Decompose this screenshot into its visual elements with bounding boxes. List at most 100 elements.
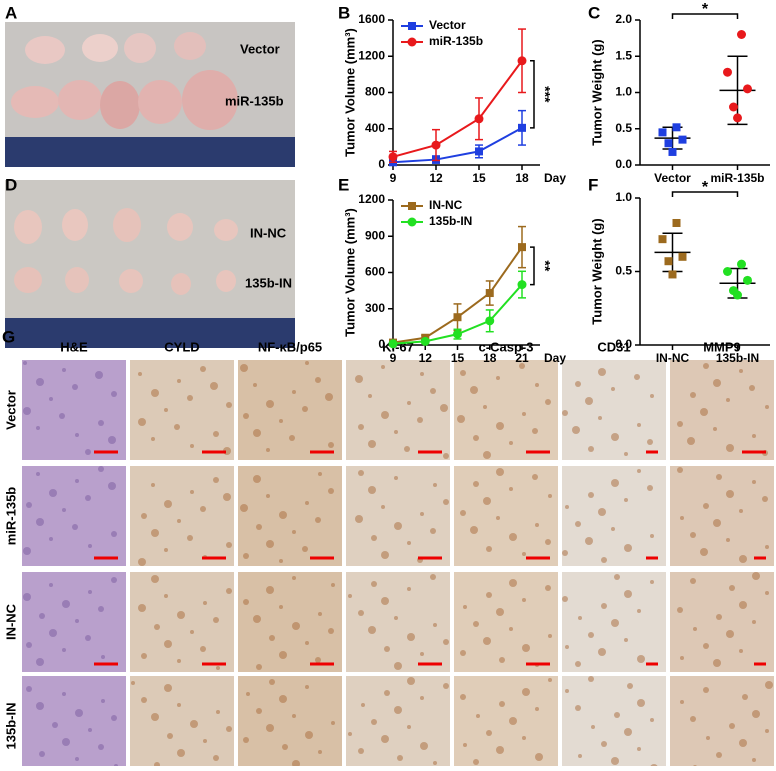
y-tick-label: 0.5 xyxy=(615,121,632,135)
panel-letter: D xyxy=(5,175,17,194)
stain-spot xyxy=(509,533,517,541)
ihc-image xyxy=(22,572,126,672)
stain-spot xyxy=(397,755,403,761)
stain-spot xyxy=(578,754,582,758)
stain-spot xyxy=(578,616,582,620)
data-point xyxy=(474,114,484,124)
stain-spot xyxy=(394,616,398,620)
stain-spot xyxy=(611,619,619,627)
stain-spot xyxy=(62,738,70,746)
stain-spot xyxy=(614,574,620,580)
stain-spot xyxy=(177,611,185,619)
legend-marker xyxy=(407,217,417,227)
stain-spot xyxy=(256,524,262,530)
stain-spot xyxy=(483,497,491,505)
stain-spot xyxy=(108,482,116,490)
stain-spot xyxy=(111,715,117,721)
y-tick-label: 1200 xyxy=(358,48,385,62)
stain-spot xyxy=(739,601,747,609)
stain-spot xyxy=(443,639,449,645)
stain-spot xyxy=(279,559,283,563)
stain-spot xyxy=(443,683,449,689)
stain-spot xyxy=(174,424,180,430)
column-header: H&E xyxy=(60,339,88,354)
stain-spot xyxy=(575,661,581,667)
stain-spot xyxy=(384,690,390,696)
stain-spot xyxy=(85,635,91,641)
stain-spot xyxy=(765,729,769,733)
column-header: c-Casp-3 xyxy=(479,339,534,354)
stain-spot xyxy=(151,389,159,397)
stain-spot xyxy=(88,728,92,732)
x-tick-label: 18 xyxy=(515,171,529,185)
stain-spot xyxy=(624,452,628,456)
stain-spot xyxy=(473,435,479,441)
stain-spot xyxy=(433,623,437,627)
stain-spot xyxy=(483,451,491,459)
stain-spot xyxy=(381,411,389,419)
y-tick-label: 0 xyxy=(378,157,385,171)
y-tick-label: 0.0 xyxy=(615,337,632,351)
series-line xyxy=(392,126,523,164)
stain-spot xyxy=(460,650,466,656)
data-point xyxy=(518,243,526,252)
stain-spot xyxy=(496,746,504,754)
stain-spot xyxy=(677,421,683,427)
stain-spot xyxy=(690,392,696,398)
stain-spot xyxy=(49,489,57,497)
stain-spot xyxy=(213,477,219,483)
stain-spot xyxy=(216,666,220,670)
stain-spot xyxy=(108,436,116,444)
stain-spot xyxy=(509,487,513,491)
stain-spot xyxy=(49,629,57,637)
stain-spot xyxy=(62,368,66,372)
stain-spot xyxy=(243,413,249,419)
stain-spot xyxy=(210,382,218,390)
y-tick-label: 600 xyxy=(365,265,385,279)
y-tick-label: 2.0 xyxy=(615,12,632,26)
stain-spot xyxy=(548,634,552,638)
stain-spot xyxy=(598,508,606,516)
x-tick-label: 21 xyxy=(515,351,529,365)
stain-spot xyxy=(164,408,168,412)
ihc-image xyxy=(22,466,126,566)
stain-spot xyxy=(522,598,526,602)
data-point xyxy=(729,102,738,112)
stain-spot xyxy=(611,433,619,441)
stain-spot xyxy=(348,594,352,598)
ihc-image xyxy=(562,360,666,460)
stain-spot xyxy=(522,644,530,652)
stain-spot xyxy=(269,635,275,641)
stain-spot xyxy=(496,376,500,380)
stain-spot xyxy=(177,703,181,707)
stain-spot xyxy=(752,572,760,580)
stain-spot xyxy=(141,697,147,703)
stain-spot xyxy=(739,369,743,373)
stain-spot xyxy=(75,709,83,717)
stain-spot xyxy=(355,515,363,523)
stain-spot xyxy=(62,508,66,512)
stain-spot xyxy=(256,664,262,670)
stain-spot xyxy=(190,490,194,494)
stain-spot xyxy=(522,688,530,696)
stain-spot xyxy=(151,575,159,583)
stain-spot xyxy=(246,692,250,696)
y-tick-label: 0.5 xyxy=(615,264,632,278)
stain-spot xyxy=(292,622,300,630)
stain-spot xyxy=(752,758,756,762)
stain-spot xyxy=(111,577,117,583)
stain-spot xyxy=(420,652,424,656)
ihc-image xyxy=(346,466,450,566)
stain-spot xyxy=(716,614,722,620)
stain-spot xyxy=(85,449,91,455)
photo-a xyxy=(5,22,295,167)
stain-spot xyxy=(598,416,602,420)
stain-spot xyxy=(647,439,653,445)
y-tick-label: 1.0 xyxy=(615,190,632,204)
stain-spot xyxy=(680,700,684,704)
stain-spot xyxy=(253,615,261,623)
stain-spot xyxy=(591,725,595,729)
stain-spot xyxy=(650,534,654,538)
stain-spot xyxy=(325,393,333,401)
y-axis-label: Tumor Volume (mm³) xyxy=(342,208,357,337)
